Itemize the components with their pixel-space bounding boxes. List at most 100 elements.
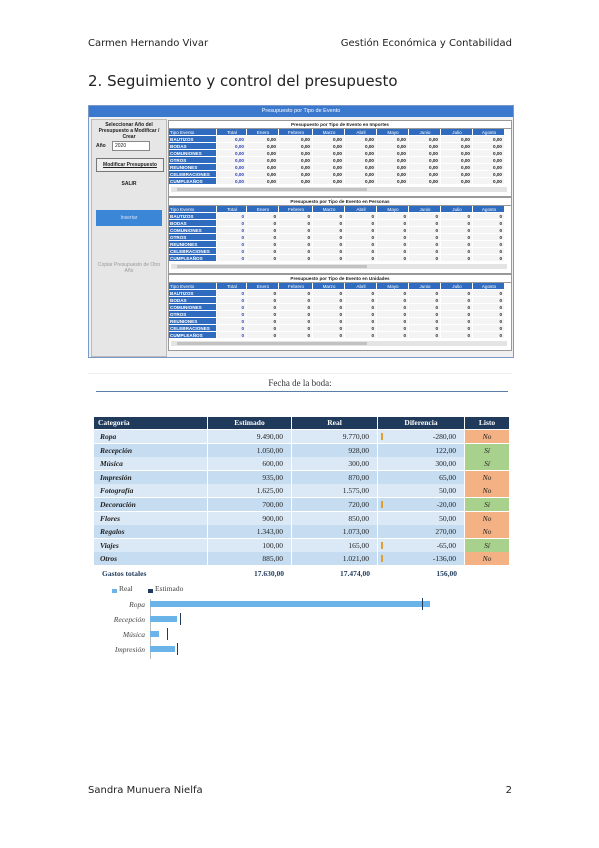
table-cell: No <box>465 430 510 443</box>
cell: 0 <box>345 311 377 318</box>
cell: 0 <box>217 227 247 234</box>
table-cell: Recepción <box>94 443 208 457</box>
select-label: Seleccionar Año del Presupuesto a Modifi… <box>98 122 160 140</box>
cell: 0,00 <box>377 178 409 185</box>
cell: 0,00 <box>409 178 441 185</box>
column-header: Abril <box>345 283 377 290</box>
cell: 0,00 <box>441 178 473 185</box>
column-header: Marzo <box>313 283 345 290</box>
cell: 0 <box>279 248 313 255</box>
cell: 0 <box>441 213 473 220</box>
cell: 0,00 <box>377 164 409 171</box>
row-label: COMUNIONES <box>169 150 217 157</box>
estimate-marker <box>176 643 178 655</box>
row-label: OTROS <box>169 234 217 241</box>
cell: 0 <box>279 304 313 311</box>
cell: 0 <box>247 234 279 241</box>
cell: 0,00 <box>279 150 313 157</box>
cell: 0,00 <box>377 157 409 164</box>
cell: 0 <box>409 241 441 248</box>
cell: 0 <box>279 227 313 234</box>
row-label: CUMPLEAÑOS <box>169 255 217 262</box>
table-cell: Sí <box>465 538 510 552</box>
insert-button[interactable]: Insertar <box>96 210 162 226</box>
cell: 0,00 <box>247 136 279 143</box>
row-label: COMUNIONES <box>169 304 217 311</box>
cell: 0,00 <box>441 171 473 178</box>
cell: 0 <box>313 227 345 234</box>
cell: 0 <box>279 318 313 325</box>
cell: 0 <box>377 311 409 318</box>
cell: 0 <box>247 220 279 227</box>
row-label: REUNIONES <box>169 318 217 325</box>
cell: 0 <box>279 332 313 339</box>
cell: 0 <box>313 318 345 325</box>
legend-swatch <box>112 589 117 593</box>
table-cell: 65,00 <box>378 470 465 484</box>
cell: 0 <box>247 297 279 304</box>
cell: 0 <box>473 220 505 227</box>
cell: 0 <box>377 248 409 255</box>
cell: 0 <box>247 241 279 248</box>
cell: 0 <box>409 234 441 241</box>
exit-button[interactable]: SALIR <box>121 181 137 187</box>
table-cell: 300,00 <box>378 457 465 471</box>
cell: 0,00 <box>279 136 313 143</box>
row-label: COMUNIONES <box>169 227 217 234</box>
cell: 0,00 <box>473 157 505 164</box>
title-rule <box>96 391 508 392</box>
cell: 0,00 <box>473 143 505 150</box>
cell: 0,00 <box>441 136 473 143</box>
cell: 0 <box>313 220 345 227</box>
column-header: Agosto <box>473 129 505 136</box>
cell: 0 <box>345 234 377 241</box>
cell: 0 <box>441 297 473 304</box>
table-cell: 1.625,00 <box>208 484 292 498</box>
cell: 0 <box>377 241 409 248</box>
row-label: OTROS <box>169 157 217 164</box>
cell: 0 <box>473 297 505 304</box>
total-cell: 17.630,00 <box>254 569 284 578</box>
cell: 0,00 <box>473 164 505 171</box>
column-header: Total <box>217 129 247 136</box>
year-label: Año <box>96 143 106 149</box>
cell: 0,00 <box>217 143 247 150</box>
cell: 0,00 <box>247 164 279 171</box>
table-cell: Viajes <box>94 538 208 552</box>
year-select[interactable]: 2020 <box>112 141 150 151</box>
cell: 0,00 <box>377 171 409 178</box>
copy-button[interactable]: Copiar Presupuesto de Otro Año <box>97 262 161 274</box>
row-label: OTROS <box>169 311 217 318</box>
cell: 0 <box>377 318 409 325</box>
left-panel: Seleccionar Año del Presupuesto a Modifi… <box>91 119 167 357</box>
cell: 0 <box>217 318 247 325</box>
cell: 0 <box>409 290 441 297</box>
cell: 0 <box>313 311 345 318</box>
grid-title: Presupuesto por Tipo de Evento en Import… <box>169 121 511 129</box>
table-cell: No <box>465 525 510 539</box>
table-cell: No <box>465 511 510 525</box>
table-cell: Música <box>94 457 208 471</box>
cell: 0 <box>473 234 505 241</box>
estimate-marker <box>167 628 169 640</box>
cell: 0,00 <box>441 164 473 171</box>
cell: 0 <box>473 248 505 255</box>
modify-button[interactable]: Modificar Presupuesto <box>96 158 164 172</box>
cell: 0,00 <box>279 143 313 150</box>
cell: 0 <box>247 304 279 311</box>
scroll-thumb <box>177 342 367 345</box>
page-number: 2 <box>505 785 512 796</box>
table-cell: Sí <box>465 498 510 511</box>
cell: 0 <box>377 325 409 332</box>
cell: 0 <box>247 227 279 234</box>
cell: 0,00 <box>377 143 409 150</box>
table-cell: 720,00 <box>292 498 378 511</box>
cell: 0 <box>441 311 473 318</box>
cell: 0 <box>279 213 313 220</box>
cell: 0,00 <box>279 178 313 185</box>
real-bar <box>150 631 159 637</box>
cell: 0 <box>473 332 505 339</box>
cell: 0 <box>313 241 345 248</box>
category-label: Recepción <box>113 615 145 624</box>
